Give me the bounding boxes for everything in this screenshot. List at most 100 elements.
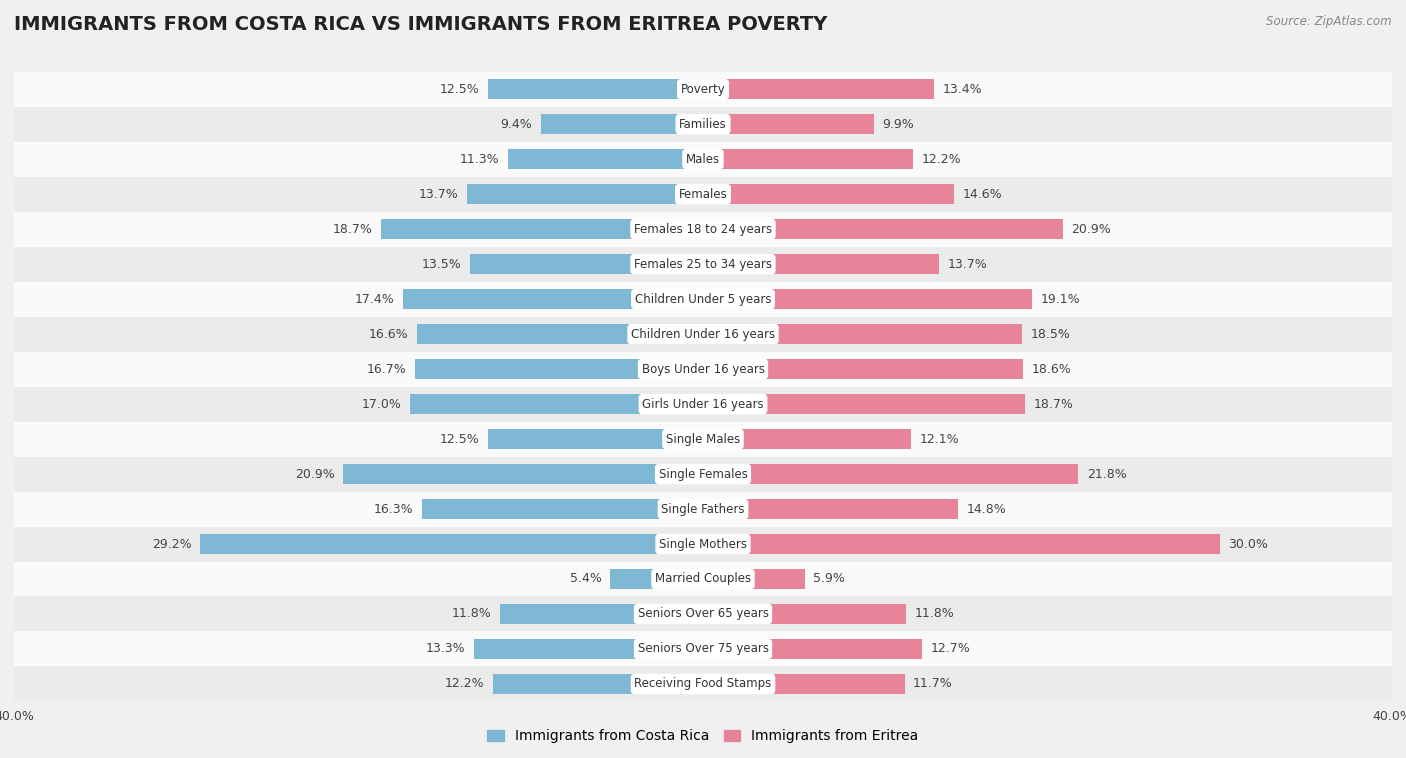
Bar [474,639,703,659]
Text: Married Couples: Married Couples [655,572,751,585]
Text: IMMIGRANTS FROM COSTA RICA VS IMMIGRANTS FROM ERITREA POVERTY: IMMIGRANTS FROM COSTA RICA VS IMMIGRANTS… [14,15,828,34]
Bar [14,282,1392,317]
Bar [415,359,703,379]
Bar [703,219,1063,240]
Text: Single Males: Single Males [666,433,740,446]
Text: 14.8%: 14.8% [966,503,1007,515]
Bar [14,177,1392,211]
Legend: Immigrants from Costa Rica, Immigrants from Eritrea: Immigrants from Costa Rica, Immigrants f… [482,724,924,749]
Bar [418,324,703,344]
Bar [14,72,1392,107]
Bar [509,149,703,169]
Bar [703,149,912,169]
Text: 12.1%: 12.1% [920,433,960,446]
Text: 13.7%: 13.7% [419,188,458,201]
Text: 12.5%: 12.5% [439,83,479,96]
Text: 19.1%: 19.1% [1040,293,1080,305]
Text: Seniors Over 65 years: Seniors Over 65 years [637,607,769,621]
Text: 20.9%: 20.9% [1071,223,1111,236]
Bar [703,184,955,205]
Text: 21.8%: 21.8% [1087,468,1126,481]
Bar [14,631,1392,666]
Text: Children Under 16 years: Children Under 16 years [631,327,775,340]
Bar [494,674,703,694]
Text: 13.4%: 13.4% [942,83,981,96]
Text: 12.5%: 12.5% [439,433,479,446]
Text: 12.7%: 12.7% [931,643,970,656]
Bar [381,219,703,240]
Text: 9.9%: 9.9% [882,117,914,130]
Text: Single Mothers: Single Mothers [659,537,747,550]
Bar [703,359,1024,379]
Text: 18.6%: 18.6% [1032,362,1071,375]
Text: 13.3%: 13.3% [426,643,465,656]
Bar [14,456,1392,491]
Bar [703,499,957,519]
Text: Poverty: Poverty [681,83,725,96]
Text: Females 18 to 24 years: Females 18 to 24 years [634,223,772,236]
Text: 13.5%: 13.5% [422,258,461,271]
Bar [14,352,1392,387]
Bar [499,604,703,624]
Text: 11.7%: 11.7% [912,678,953,691]
Bar [703,464,1078,484]
Text: 5.4%: 5.4% [569,572,602,585]
Text: Single Females: Single Females [658,468,748,481]
Bar [703,79,934,99]
Bar [14,666,1392,701]
Bar [14,421,1392,456]
Text: 18.5%: 18.5% [1031,327,1070,340]
Text: 18.7%: 18.7% [332,223,373,236]
Text: Source: ZipAtlas.com: Source: ZipAtlas.com [1267,15,1392,28]
Text: Girls Under 16 years: Girls Under 16 years [643,398,763,411]
Text: 17.0%: 17.0% [361,398,402,411]
Bar [703,394,1025,414]
Text: 12.2%: 12.2% [444,678,484,691]
Text: 20.9%: 20.9% [295,468,335,481]
Bar [703,534,1219,554]
Bar [422,499,703,519]
Bar [404,289,703,309]
Bar [14,387,1392,421]
Text: Receiving Food Stamps: Receiving Food Stamps [634,678,772,691]
Bar [471,254,703,274]
Bar [541,114,703,134]
Bar [14,211,1392,246]
Text: 16.7%: 16.7% [367,362,406,375]
Bar [703,639,922,659]
Text: 17.4%: 17.4% [354,293,395,305]
Text: Females 25 to 34 years: Females 25 to 34 years [634,258,772,271]
Text: Children Under 5 years: Children Under 5 years [634,293,772,305]
Text: Males: Males [686,152,720,166]
Bar [703,568,804,589]
Text: 16.6%: 16.6% [368,327,409,340]
Bar [200,534,703,554]
Bar [411,394,703,414]
Text: 18.7%: 18.7% [1033,398,1074,411]
Bar [14,142,1392,177]
Text: 5.9%: 5.9% [813,572,845,585]
Bar [14,597,1392,631]
Bar [703,114,873,134]
Bar [14,107,1392,142]
Bar [14,491,1392,527]
Bar [14,527,1392,562]
Bar [703,289,1032,309]
Text: 29.2%: 29.2% [152,537,191,550]
Bar [14,246,1392,282]
Text: 30.0%: 30.0% [1229,537,1268,550]
Text: 14.6%: 14.6% [963,188,1002,201]
Text: 16.3%: 16.3% [374,503,413,515]
Text: 9.4%: 9.4% [501,117,533,130]
Text: Single Fathers: Single Fathers [661,503,745,515]
Text: 11.3%: 11.3% [460,152,499,166]
Bar [703,674,904,694]
Bar [14,317,1392,352]
Bar [610,568,703,589]
Bar [703,324,1022,344]
Text: 12.2%: 12.2% [922,152,962,166]
Text: Families: Families [679,117,727,130]
Text: 13.7%: 13.7% [948,258,987,271]
Bar [703,604,907,624]
Bar [467,184,703,205]
